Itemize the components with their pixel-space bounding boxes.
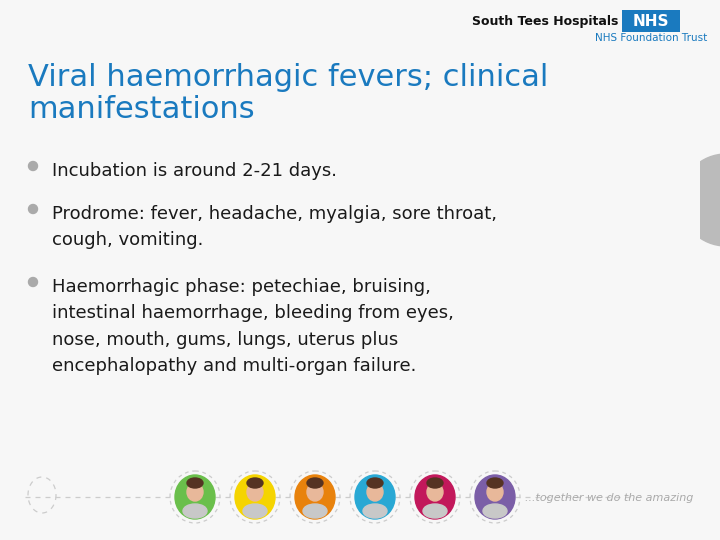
Circle shape bbox=[29, 205, 37, 213]
Ellipse shape bbox=[235, 475, 275, 519]
Ellipse shape bbox=[355, 475, 395, 519]
Ellipse shape bbox=[427, 483, 443, 501]
Circle shape bbox=[680, 154, 720, 246]
Text: ...together we do the amazing: ...together we do the amazing bbox=[525, 493, 693, 503]
Ellipse shape bbox=[243, 504, 267, 518]
Ellipse shape bbox=[307, 483, 323, 501]
Ellipse shape bbox=[367, 483, 383, 501]
Ellipse shape bbox=[175, 475, 215, 519]
Text: Haemorrhagic phase: petechiae, bruising,
intestinal haemorrhage, bleeding from e: Haemorrhagic phase: petechiae, bruising,… bbox=[52, 278, 454, 375]
Ellipse shape bbox=[423, 504, 447, 518]
Ellipse shape bbox=[183, 504, 207, 518]
Ellipse shape bbox=[247, 478, 263, 488]
Text: Incubation is around 2-21 days.: Incubation is around 2-21 days. bbox=[52, 162, 337, 180]
Circle shape bbox=[29, 278, 37, 287]
Text: manifestations: manifestations bbox=[28, 96, 255, 125]
FancyBboxPatch shape bbox=[0, 160, 700, 250]
Ellipse shape bbox=[307, 478, 323, 488]
FancyBboxPatch shape bbox=[622, 10, 680, 32]
Text: Prodrome: fever, headache, myalgia, sore throat,
cough, vomiting.: Prodrome: fever, headache, myalgia, sore… bbox=[52, 205, 497, 249]
Ellipse shape bbox=[363, 504, 387, 518]
Ellipse shape bbox=[487, 478, 503, 488]
Text: NHS: NHS bbox=[633, 14, 670, 29]
Ellipse shape bbox=[367, 478, 383, 488]
Ellipse shape bbox=[483, 504, 507, 518]
Ellipse shape bbox=[295, 475, 335, 519]
Circle shape bbox=[29, 161, 37, 171]
Text: South Tees Hospitals: South Tees Hospitals bbox=[472, 16, 618, 29]
Ellipse shape bbox=[247, 483, 263, 501]
Ellipse shape bbox=[427, 478, 443, 488]
Ellipse shape bbox=[475, 475, 515, 519]
Ellipse shape bbox=[187, 478, 203, 488]
Ellipse shape bbox=[187, 483, 203, 501]
Ellipse shape bbox=[487, 483, 503, 501]
Ellipse shape bbox=[303, 504, 327, 518]
Text: Viral haemorrhagic fevers; clinical: Viral haemorrhagic fevers; clinical bbox=[28, 64, 549, 92]
Ellipse shape bbox=[415, 475, 455, 519]
Text: NHS Foundation Trust: NHS Foundation Trust bbox=[595, 33, 707, 43]
